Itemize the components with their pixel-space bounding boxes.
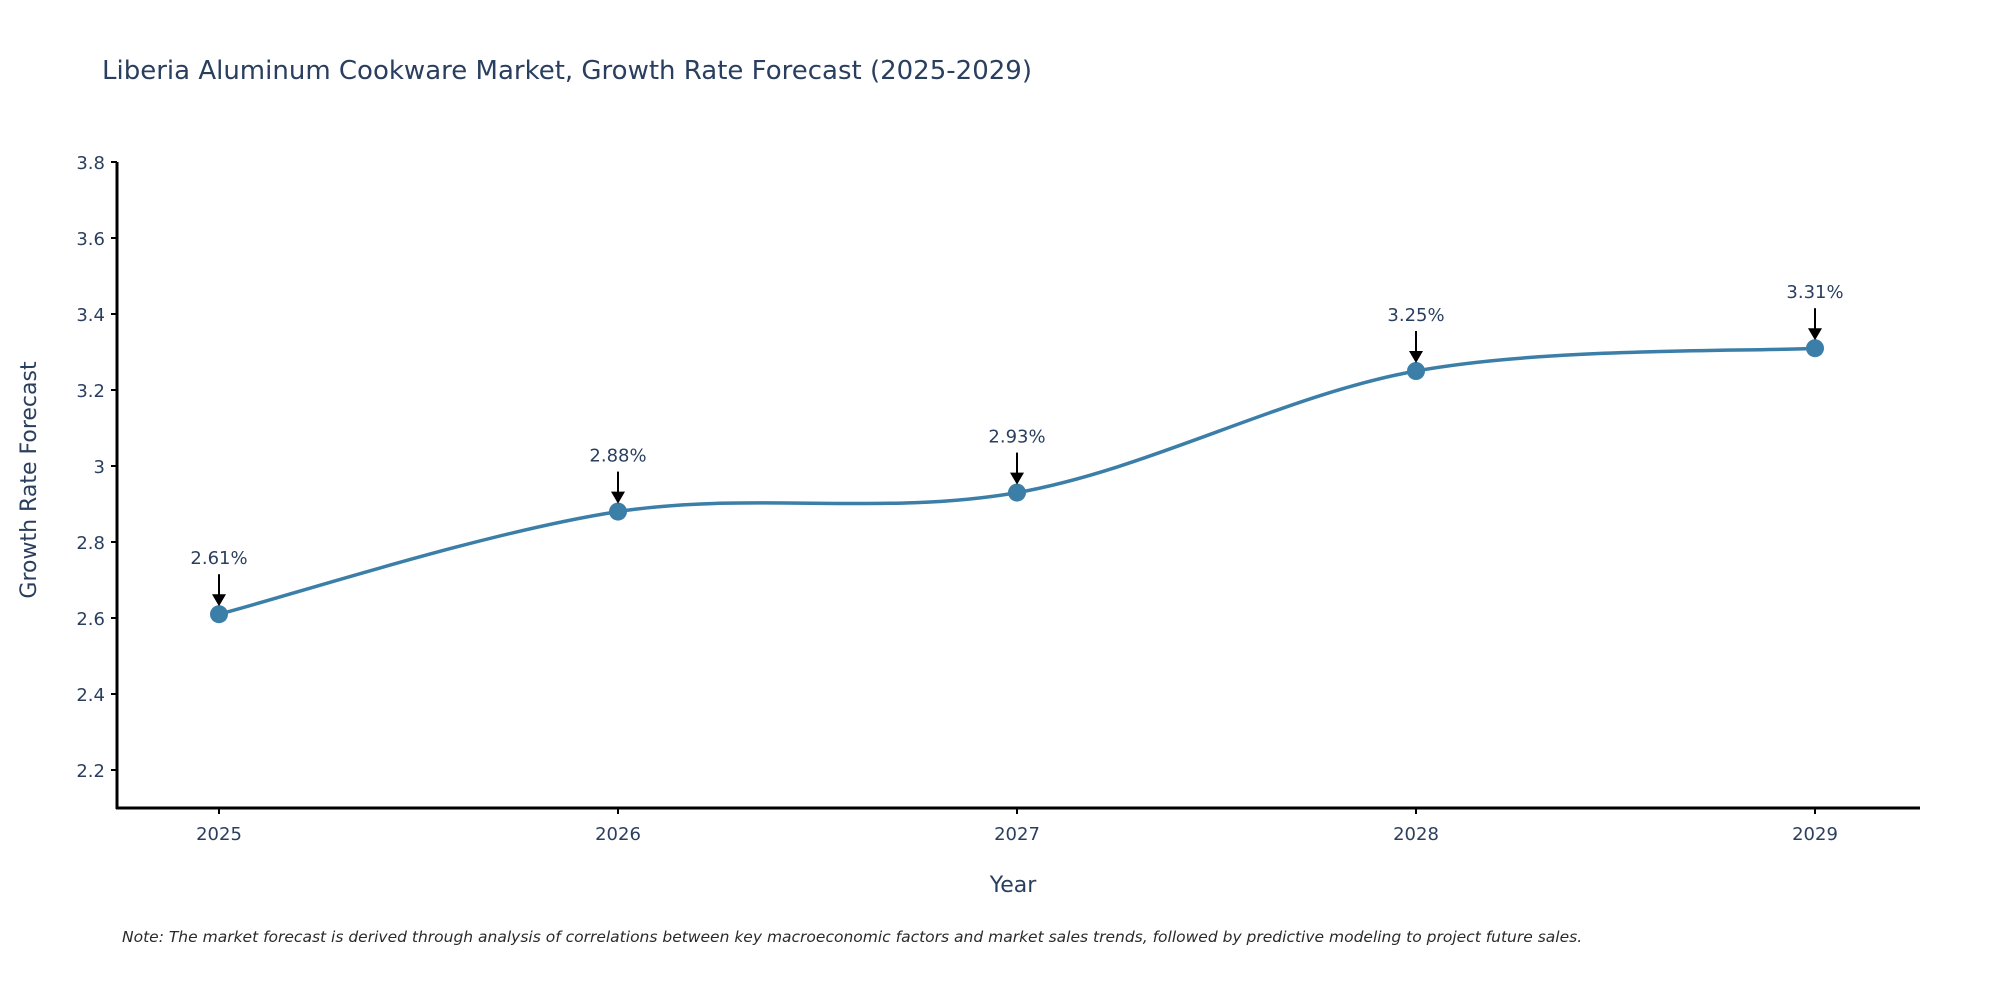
x-axis: 2025 2026 2027 2028 2029: [116, 806, 1920, 845]
annotation-arrow-head: [1409, 351, 1423, 363]
x-axis-title: Year: [989, 873, 1038, 898]
y-tick-label: 3.8: [76, 153, 105, 174]
y-tick-label: 3.4: [76, 305, 105, 326]
y-axis-title: Growth Rate Forecast: [17, 361, 42, 599]
y-tick-label: 2.6: [76, 609, 105, 630]
data-label: 3.31%: [1786, 282, 1843, 303]
data-label: 2.61%: [190, 548, 247, 569]
x-tick-label: 2027: [994, 824, 1040, 845]
y-tick-label: 3.2: [76, 381, 105, 402]
annotation-arrow-head: [1808, 328, 1822, 341]
data-point: [1806, 339, 1824, 358]
x-tick-label: 2029: [1792, 824, 1838, 845]
annotation-arrow-head: [611, 491, 625, 504]
data-point: [210, 605, 228, 624]
y-tick-label: 2.4: [76, 685, 105, 706]
y-tick-label: 2.8: [76, 533, 105, 554]
annotation-arrow-head: [212, 594, 226, 607]
x-tick-label: 2028: [1393, 824, 1439, 845]
plot-area: 2.61% 2.88% 2.93% 3.25% 3.31%: [190, 282, 1844, 624]
data-label: 3.25%: [1387, 305, 1444, 326]
data-label: 2.88%: [589, 446, 646, 467]
chart-note: Note: The market forecast is derived thr…: [122, 928, 1582, 946]
x-tick-label: 2025: [196, 824, 242, 845]
chart-title: Liberia Aluminum Cookware Market, Growth…: [102, 56, 1032, 86]
data-label: 2.93%: [988, 427, 1045, 448]
y-tick-label: 3.6: [76, 229, 105, 250]
data-point: [1008, 483, 1026, 502]
y-tick-label: 3: [94, 457, 105, 478]
annotation-arrow-head: [1010, 472, 1024, 485]
x-tick-label: 2026: [595, 824, 641, 845]
data-point: [609, 502, 627, 521]
data-point: [1407, 362, 1425, 380]
y-axis: 2.2 2.4 2.6 2.8 3 3.2 3.4 3.6 3.8: [76, 153, 119, 809]
y-tick-label: 2.2: [76, 761, 105, 782]
